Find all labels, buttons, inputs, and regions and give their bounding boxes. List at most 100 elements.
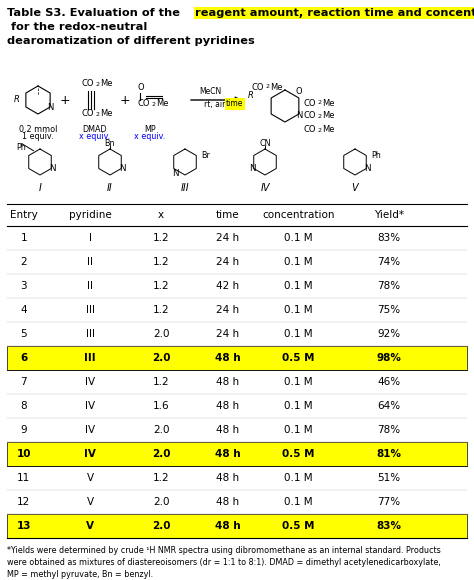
Text: 0.1 M: 0.1 M — [284, 305, 313, 315]
Text: 10: 10 — [17, 449, 31, 459]
Text: 2: 2 — [266, 85, 270, 89]
Text: 48 h: 48 h — [215, 353, 240, 363]
Text: 0.1 M: 0.1 M — [284, 233, 313, 243]
Text: 0.1 M: 0.1 M — [284, 473, 313, 483]
Text: 74%: 74% — [377, 257, 400, 267]
Text: 7: 7 — [20, 377, 27, 387]
Text: rt, air,: rt, air, — [204, 100, 230, 108]
Text: 9: 9 — [20, 425, 27, 435]
Text: MP: MP — [144, 125, 156, 134]
Text: N: N — [172, 169, 179, 178]
Text: 42 h: 42 h — [216, 281, 239, 291]
Text: 51%: 51% — [377, 473, 400, 483]
Text: 2.0: 2.0 — [153, 497, 169, 507]
Text: II: II — [107, 183, 113, 193]
Bar — [7, 442, 467, 466]
Text: time: time — [216, 210, 239, 220]
Text: 4: 4 — [20, 305, 27, 315]
Text: 2: 2 — [318, 100, 322, 106]
Text: *Yields were determined by crude ¹H NMR spectra using dibromomethane as an inter: *Yields were determined by crude ¹H NMR … — [7, 546, 441, 555]
Text: 24 h: 24 h — [216, 233, 239, 243]
Text: IV: IV — [85, 425, 95, 435]
Text: CO: CO — [304, 111, 317, 121]
Bar — [7, 514, 467, 538]
Text: II: II — [87, 281, 93, 291]
Text: I: I — [38, 183, 41, 193]
Text: concentration: concentration — [263, 210, 335, 220]
Text: 1.6: 1.6 — [153, 401, 170, 411]
Text: Ph: Ph — [16, 143, 26, 153]
Text: I: I — [89, 233, 91, 243]
Text: MP = methyl pyruvate, Bn = benzyl.: MP = methyl pyruvate, Bn = benzyl. — [7, 570, 153, 579]
Text: III: III — [86, 329, 94, 339]
Text: 0.5 M: 0.5 M — [283, 353, 315, 363]
Text: 48 h: 48 h — [215, 449, 240, 459]
Text: 2: 2 — [318, 128, 322, 132]
Text: 2: 2 — [96, 82, 100, 86]
Text: CO: CO — [252, 82, 264, 92]
Text: N: N — [119, 164, 126, 173]
Text: 2: 2 — [318, 114, 322, 118]
Text: x equiv.: x equiv. — [79, 132, 110, 141]
Text: 1.2: 1.2 — [153, 257, 170, 267]
Text: V: V — [86, 473, 94, 483]
Text: +: + — [60, 93, 71, 107]
Text: Me: Me — [156, 100, 168, 108]
Text: reagent amount, reaction time and concentration: reagent amount, reaction time and concen… — [195, 8, 474, 18]
Text: 1.2: 1.2 — [153, 473, 170, 483]
Text: 24 h: 24 h — [216, 257, 239, 267]
Text: 11: 11 — [17, 473, 30, 483]
Text: 2.0: 2.0 — [153, 329, 169, 339]
Text: 0.1 M: 0.1 M — [284, 425, 313, 435]
Text: 13: 13 — [17, 521, 31, 531]
Text: 48 h: 48 h — [216, 497, 239, 507]
Text: CO: CO — [82, 110, 94, 118]
Text: 64%: 64% — [377, 401, 400, 411]
Text: 2.0: 2.0 — [152, 449, 171, 459]
Text: 24 h: 24 h — [216, 329, 239, 339]
Text: 0.5 M: 0.5 M — [283, 521, 315, 531]
Text: 8: 8 — [20, 401, 27, 411]
Text: CO: CO — [82, 79, 94, 89]
Text: O: O — [138, 84, 145, 92]
Text: 1: 1 — [20, 233, 27, 243]
Text: 48 h: 48 h — [216, 401, 239, 411]
Text: V: V — [86, 497, 94, 507]
Text: N: N — [296, 111, 302, 121]
Text: 2.0: 2.0 — [153, 425, 169, 435]
Text: CO: CO — [138, 100, 151, 108]
Text: Me: Me — [270, 82, 283, 92]
Text: 75%: 75% — [377, 305, 400, 315]
Text: IV: IV — [84, 449, 96, 459]
Text: 2.0: 2.0 — [152, 521, 171, 531]
Text: V: V — [352, 183, 358, 193]
Text: CN: CN — [259, 139, 271, 147]
Text: 1.2: 1.2 — [153, 305, 170, 315]
Text: 2.0: 2.0 — [152, 353, 171, 363]
Text: III: III — [84, 353, 96, 363]
Text: 78%: 78% — [377, 281, 400, 291]
Text: 78%: 78% — [377, 425, 400, 435]
Text: Me: Me — [322, 111, 335, 121]
Text: 92%: 92% — [377, 329, 400, 339]
Text: Ph: Ph — [371, 151, 381, 160]
Text: III: III — [86, 305, 94, 315]
Text: N: N — [49, 164, 55, 173]
Text: III: III — [181, 183, 189, 193]
Text: dearomatization of different pyridines: dearomatization of different pyridines — [7, 36, 255, 46]
Text: 48 h: 48 h — [215, 521, 240, 531]
Text: 0.1 M: 0.1 M — [284, 257, 313, 267]
Text: DMAD: DMAD — [82, 125, 107, 134]
Text: 1.2: 1.2 — [153, 377, 170, 387]
Text: Me: Me — [100, 79, 112, 89]
Text: 1.2: 1.2 — [153, 233, 170, 243]
Text: Me: Me — [100, 110, 112, 118]
Text: 1.2: 1.2 — [153, 281, 170, 291]
Text: for the redox-neutral: for the redox-neutral — [7, 22, 147, 32]
Text: x equiv.: x equiv. — [134, 132, 165, 141]
Text: 0.1 M: 0.1 M — [284, 329, 313, 339]
Text: pyridine: pyridine — [69, 210, 111, 220]
Text: N: N — [47, 103, 54, 111]
Text: MeCN: MeCN — [199, 88, 221, 96]
Text: Br: Br — [201, 151, 210, 160]
